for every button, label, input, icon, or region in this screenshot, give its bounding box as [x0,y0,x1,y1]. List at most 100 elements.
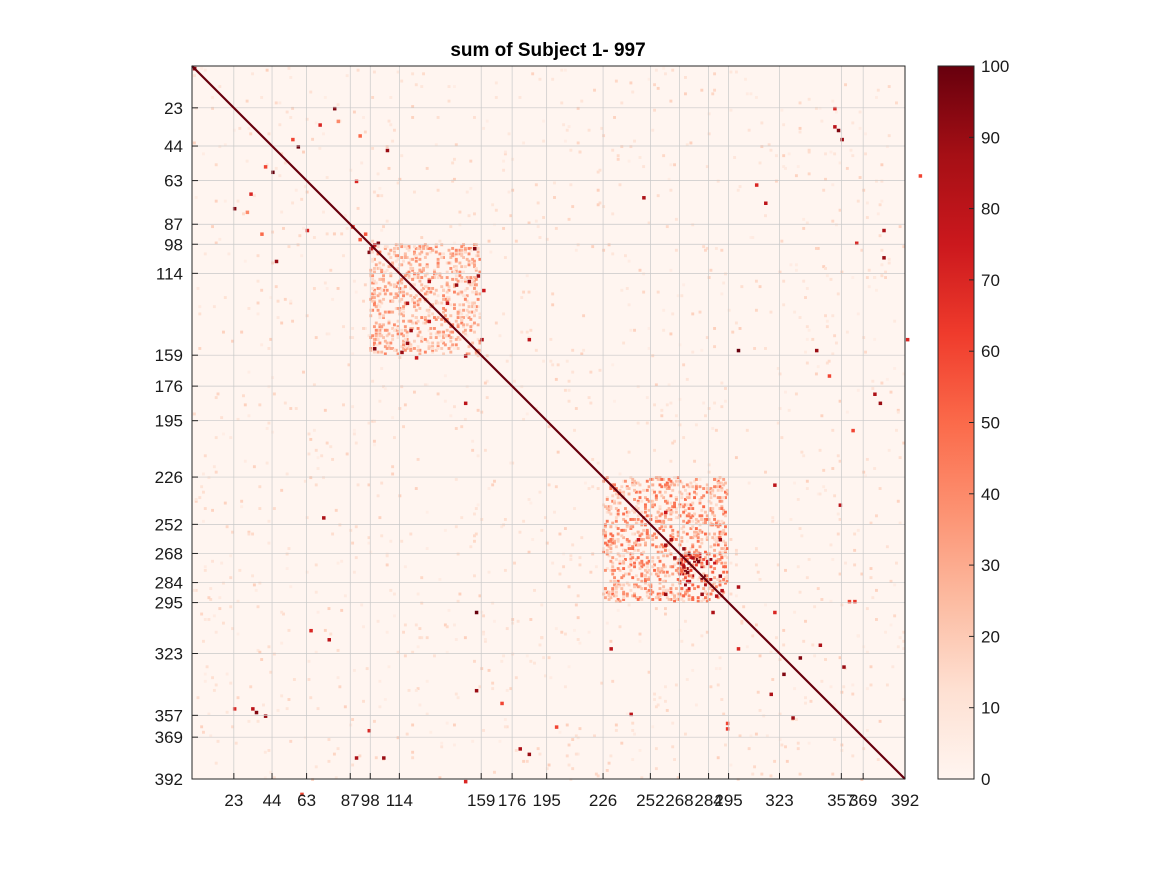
heatmap-cell [631,552,635,556]
heatmap-cell [625,514,629,518]
heatmap-cell [611,148,615,152]
heatmap-cell [642,196,646,200]
heatmap-cell [471,283,475,287]
heatmap-cell [451,323,455,327]
heatmap-cell [851,428,855,433]
heatmap-cell [651,505,655,509]
heatmap-cell [411,266,415,270]
heatmap-cell [647,499,651,503]
heatmap-cell [202,472,205,476]
heatmap-cell [256,254,260,258]
heatmap-cell [291,137,295,142]
heatmap-cell [445,270,449,274]
heatmap-cell [596,170,600,174]
heatmap-cell [509,214,513,218]
heatmap-cell [658,581,662,585]
heatmap-cell [867,268,871,272]
heatmap-cell [651,565,655,569]
heatmap-cell [587,630,591,634]
heatmap-cell [456,312,460,316]
heatmap-cell [263,714,268,718]
heatmap-cell [623,519,627,523]
heatmap-cell [778,738,782,741]
heatmap-cell [869,576,873,580]
heatmap-cell [640,499,644,503]
heatmap-cell [576,752,580,756]
heatmap-cell [645,532,649,536]
heatmap-cell [471,257,475,261]
heatmap-cell [274,259,279,264]
heatmap-cell [382,277,385,281]
heatmap-cell [420,288,424,292]
heatmap-cell [385,219,389,223]
heatmap-cell [465,385,469,389]
heatmap-cell [223,501,227,505]
heatmap-cell [436,265,440,269]
heatmap-cell [407,345,411,349]
heatmap-cell [460,252,464,256]
heatmap-cell [651,503,655,507]
heatmap-cell [876,212,880,216]
heatmap-cell [713,72,717,76]
heatmap-cell [236,199,240,203]
heatmap-cell [420,601,424,605]
heatmap-cell [609,487,613,490]
heatmap-cell [533,661,536,665]
heatmap-cell [251,574,255,578]
heatmap-cell [247,719,251,723]
heatmap-cell [409,286,413,290]
heatmap-cell [647,578,651,581]
heatmap-cell [805,361,809,365]
heatmap-cell [438,252,442,256]
heatmap-cell [209,587,213,591]
heatmap-cell [669,99,673,103]
heatmap-cell [245,99,249,103]
heatmap-cell [627,603,631,607]
heatmap-cell [865,650,869,654]
heatmap-cell [454,343,458,347]
y-tick-label: 87 [164,215,183,234]
heatmap-cell [742,605,746,609]
heatmap-cell [713,537,717,541]
heatmap-cell [340,559,344,563]
heatmap-cell [500,701,504,706]
heatmap-cell [471,261,475,265]
heatmap-cell [663,490,667,494]
heatmap-cell [538,77,542,81]
heatmap-cell [307,452,311,456]
heatmap-cell [629,81,633,85]
heatmap-cell [256,301,260,305]
heatmap-cell [454,268,458,272]
heatmap-cell [762,714,766,718]
heatmap-cell [700,561,704,565]
heatmap-cell [662,521,666,525]
heatmap-cell [460,425,464,429]
heatmap-cell [269,770,273,774]
heatmap-cell [649,517,653,521]
heatmap-cell [200,485,204,489]
heatmap-cell [278,101,282,105]
heatmap-cell [643,503,647,507]
heatmap-cell [422,321,425,325]
heatmap-cell [669,163,673,167]
heatmap-cell [551,292,555,296]
heatmap-cell [876,88,880,92]
heatmap-cell [207,712,211,716]
heatmap-cell [405,732,409,736]
heatmap-cell [420,276,424,279]
heatmap-cell [865,607,869,611]
heatmap-cell [671,488,675,492]
heatmap-cell [300,254,304,258]
heatmap-cell [769,692,773,697]
heatmap-cell [480,337,484,342]
heatmap-cell [614,487,618,490]
heatmap-cell [425,319,429,323]
heatmap-cell [724,525,727,529]
heatmap-cell [558,572,562,576]
heatmap-cell [271,430,275,434]
heatmap-cell [616,537,620,541]
heatmap-cell [573,628,576,632]
heatmap-cell [634,596,638,600]
heatmap-cell [398,177,402,181]
heatmap-cell [214,761,218,765]
